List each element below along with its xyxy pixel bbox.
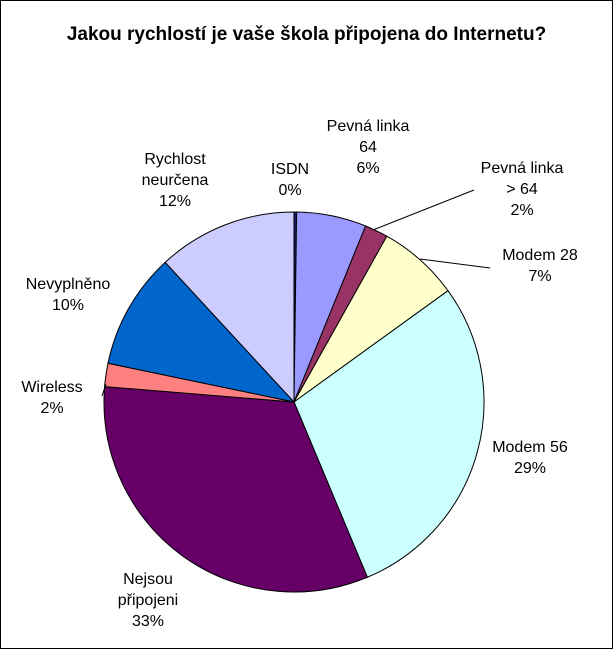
slice-label-7: Nevyplněno 10% bbox=[26, 276, 111, 314]
slice-label-line: Nejsou bbox=[123, 571, 173, 588]
slice-label-line: Modem 28 bbox=[502, 247, 578, 264]
slice-label-line: > 64 bbox=[506, 181, 538, 198]
slice-label-line: 2% bbox=[40, 400, 63, 417]
slice-label-line: 0% bbox=[278, 182, 301, 199]
slice-label-line: Rychlost bbox=[144, 151, 206, 168]
slice-label-line: 12% bbox=[159, 193, 191, 210]
pie-slice-8 bbox=[164, 211, 295, 404]
slice-label-3: Modem 28 7% bbox=[502, 247, 578, 285]
slice-label-6: Wireless 2% bbox=[21, 379, 82, 417]
slice-label-line: 2% bbox=[510, 202, 533, 219]
slice-labels: ISDN 0% Pevná linka 64 6% Pevná linka > 64 2% Mo… bbox=[21, 118, 578, 630]
leader-line-2 bbox=[372, 189, 475, 231]
slice-label-line: ISDN bbox=[271, 161, 309, 178]
pie-slice-4 bbox=[293, 290, 485, 578]
slice-label-1: Pevná linka 64 6% bbox=[327, 118, 410, 177]
slice-label-2: Pevná linka > 64 2% bbox=[481, 160, 564, 219]
slice-label-line: Pevná linka bbox=[327, 118, 410, 135]
slice-label-line: připojeni bbox=[118, 592, 178, 609]
slice-label-8: Rychlost neurčena 12% bbox=[142, 151, 209, 210]
leader-line-6 bbox=[101, 383, 107, 397]
pie-slices bbox=[103, 211, 485, 593]
leader-lines bbox=[101, 189, 491, 397]
slice-label-line: 7% bbox=[528, 268, 551, 285]
slice-label-4: Modem 56 29% bbox=[492, 439, 568, 477]
slice-label-line: Wireless bbox=[21, 379, 82, 396]
slice-label-line: 64 bbox=[359, 139, 377, 156]
leader-line-3 bbox=[419, 258, 491, 269]
slice-label-line: Pevná linka bbox=[481, 160, 564, 177]
pie-slice-5 bbox=[103, 386, 369, 593]
slice-label-0: ISDN 0% bbox=[271, 161, 309, 199]
slice-label-line: 10% bbox=[52, 297, 84, 314]
slice-label-line: neurčena bbox=[142, 172, 209, 189]
slice-label-line: 29% bbox=[514, 460, 546, 477]
chart-title: Jakou rychlostí je vaše škola připojena … bbox=[66, 24, 547, 45]
slice-label-line: 33% bbox=[132, 613, 164, 630]
pie-slice-7 bbox=[107, 261, 296, 403]
slice-label-line: Nevyplněno bbox=[26, 276, 111, 293]
slice-label-5: Nejsou připojeni 33% bbox=[118, 571, 178, 630]
slice-label-line: 6% bbox=[356, 160, 379, 177]
slice-label-line: Modem 56 bbox=[492, 439, 568, 456]
